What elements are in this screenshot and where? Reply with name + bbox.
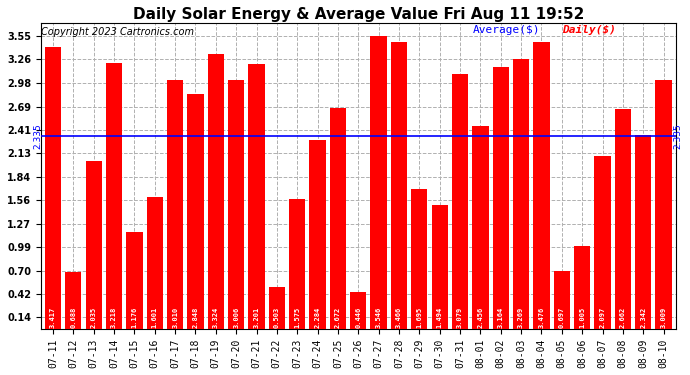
Text: Average($): Average($)	[473, 25, 540, 35]
Text: 3.546: 3.546	[375, 307, 382, 328]
Text: 2.097: 2.097	[600, 307, 606, 328]
Bar	[594, 156, 611, 329]
Bar	[615, 109, 631, 329]
Text: 3.201: 3.201	[253, 307, 259, 328]
Bar	[289, 199, 306, 329]
Text: 3.079: 3.079	[457, 307, 463, 328]
Bar	[45, 46, 61, 329]
Text: 3.466: 3.466	[396, 307, 402, 328]
Bar	[371, 36, 387, 329]
Text: 2.456: 2.456	[477, 307, 484, 328]
Bar	[635, 135, 651, 329]
Bar	[391, 42, 407, 329]
Text: 1.695: 1.695	[416, 307, 422, 328]
Text: 3.269: 3.269	[518, 307, 524, 328]
Text: 0.697: 0.697	[559, 307, 565, 328]
Bar	[553, 272, 570, 329]
Text: 3.164: 3.164	[497, 307, 504, 328]
Text: 3.324: 3.324	[213, 307, 219, 328]
Text: 2.035: 2.035	[90, 307, 97, 328]
Bar	[309, 140, 326, 329]
Text: 0.446: 0.446	[355, 307, 362, 328]
Bar	[106, 63, 122, 329]
Text: 0.688: 0.688	[70, 307, 77, 328]
Bar	[187, 93, 204, 329]
Text: 3.417: 3.417	[50, 307, 56, 328]
Bar	[248, 64, 265, 329]
Bar	[656, 80, 671, 329]
Bar	[86, 161, 102, 329]
Text: 0.503: 0.503	[274, 307, 280, 328]
Text: 2.284: 2.284	[315, 307, 321, 328]
Text: 1.494: 1.494	[437, 307, 443, 328]
Bar	[268, 287, 285, 329]
Text: 1.005: 1.005	[579, 307, 585, 328]
Bar	[452, 75, 469, 329]
Text: 2.848: 2.848	[193, 307, 199, 328]
Bar	[208, 54, 224, 329]
Text: 2.672: 2.672	[335, 307, 341, 328]
Bar	[431, 206, 448, 329]
Text: 2.335: 2.335	[673, 123, 682, 149]
Text: 2.342: 2.342	[640, 307, 647, 328]
Bar	[126, 232, 143, 329]
Title: Daily Solar Energy & Average Value Fri Aug 11 19:52: Daily Solar Energy & Average Value Fri A…	[132, 7, 584, 22]
Text: 3.476: 3.476	[538, 307, 544, 328]
Text: 3.218: 3.218	[111, 307, 117, 328]
Text: Daily($): Daily($)	[562, 25, 616, 35]
Text: Copyright 2023 Cartronics.com: Copyright 2023 Cartronics.com	[41, 27, 194, 37]
Bar	[533, 42, 550, 329]
Text: 2.662: 2.662	[620, 307, 626, 328]
Text: 1.601: 1.601	[152, 307, 158, 328]
Text: 3.009: 3.009	[660, 307, 667, 328]
Bar	[228, 81, 244, 329]
Bar	[513, 59, 529, 329]
Text: 3.006: 3.006	[233, 307, 239, 328]
Text: 2.335: 2.335	[34, 123, 43, 149]
Text: 1.575: 1.575	[294, 307, 300, 328]
Bar	[167, 80, 184, 329]
Text: 3.010: 3.010	[172, 307, 178, 328]
Bar	[472, 126, 489, 329]
Bar	[350, 292, 366, 329]
Bar	[330, 108, 346, 329]
Bar	[574, 246, 590, 329]
Bar	[411, 189, 428, 329]
Bar	[146, 196, 163, 329]
Text: 1.176: 1.176	[131, 307, 137, 328]
Bar	[66, 272, 81, 329]
Bar	[493, 68, 509, 329]
